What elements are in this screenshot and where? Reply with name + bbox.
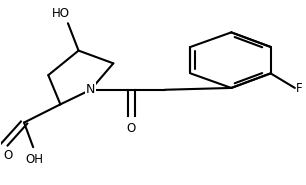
Text: HO: HO — [51, 7, 69, 20]
Text: OH: OH — [26, 153, 44, 166]
Text: O: O — [127, 122, 136, 135]
Text: N: N — [86, 83, 95, 96]
Text: F: F — [296, 82, 303, 95]
Text: O: O — [3, 149, 12, 162]
